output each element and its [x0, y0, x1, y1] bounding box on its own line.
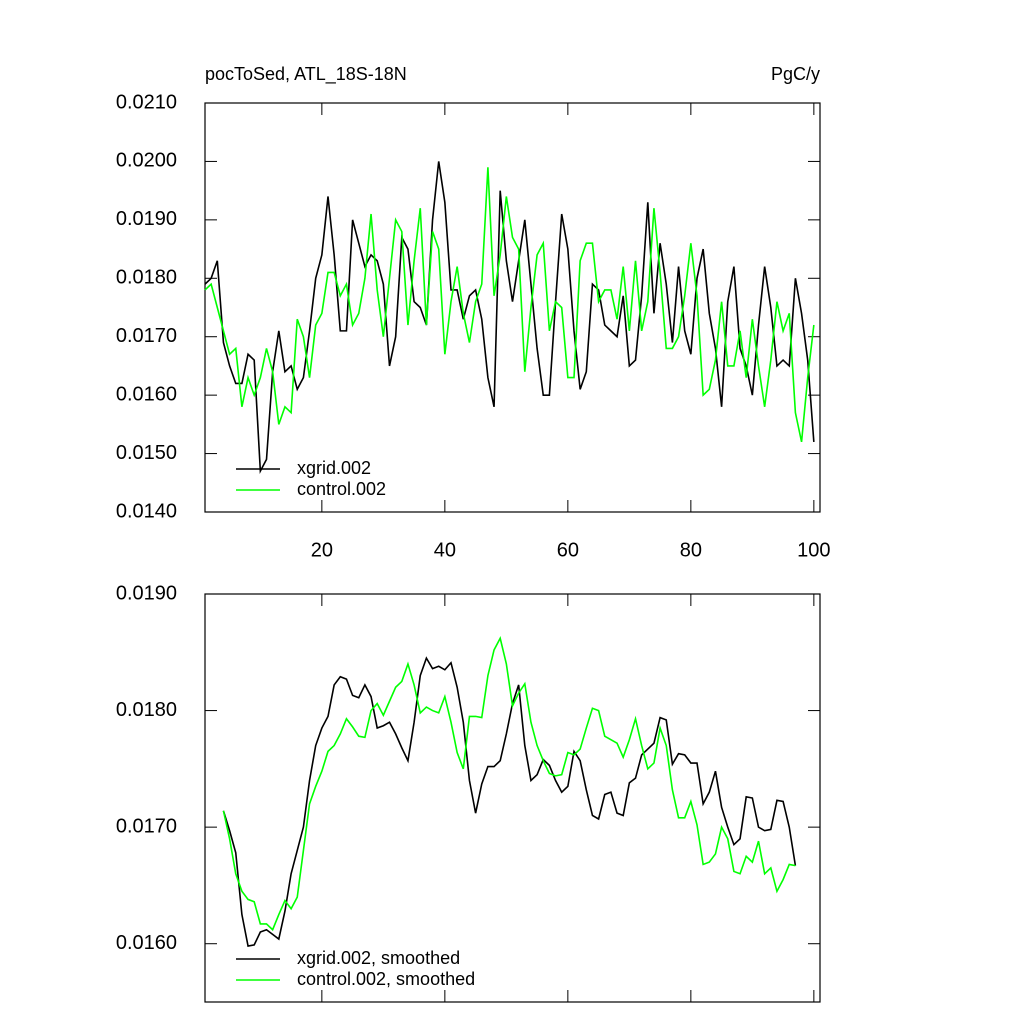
x-tick-label: 80: [680, 539, 702, 561]
y-tick-label: 0.0210: [116, 91, 177, 113]
legend-label: xgrid.002, smoothed: [297, 948, 460, 968]
plot-frame: [204, 102, 821, 513]
y-tick-label: 0.0150: [116, 442, 177, 464]
data-line: [204, 167, 815, 443]
data-line: [222, 656, 797, 947]
y-tick-label: 0.0180: [116, 267, 177, 289]
y-tick-label: 0.0170: [116, 815, 177, 837]
legend-label: control.002: [297, 479, 386, 499]
x-tick-label: 20: [311, 539, 333, 561]
y-tick-label: 0.0180: [116, 699, 177, 721]
units-label: PgC/y: [771, 64, 820, 84]
x-tick-label: 100: [797, 539, 830, 561]
y-tick-label: 0.0170: [116, 325, 177, 347]
y-tick-label: 0.0160: [116, 932, 177, 954]
y-tick-label: 0.0160: [116, 383, 177, 405]
data-line: [222, 636, 796, 932]
chart-title: pocToSed, ATL_18S-18N: [205, 64, 407, 85]
x-tick-label: 60: [557, 539, 579, 561]
plot-frame: [204, 593, 821, 1003]
y-tick-label: 0.0190: [116, 208, 177, 230]
legend-label: xgrid.002: [297, 458, 371, 478]
y-tick-label: 0.0200: [116, 150, 177, 172]
legend-label: control.002, smoothed: [297, 969, 475, 989]
x-tick-label: 40: [434, 539, 456, 561]
y-tick-label: 0.0190: [116, 582, 177, 604]
y-tick-label: 0.0140: [116, 500, 177, 522]
